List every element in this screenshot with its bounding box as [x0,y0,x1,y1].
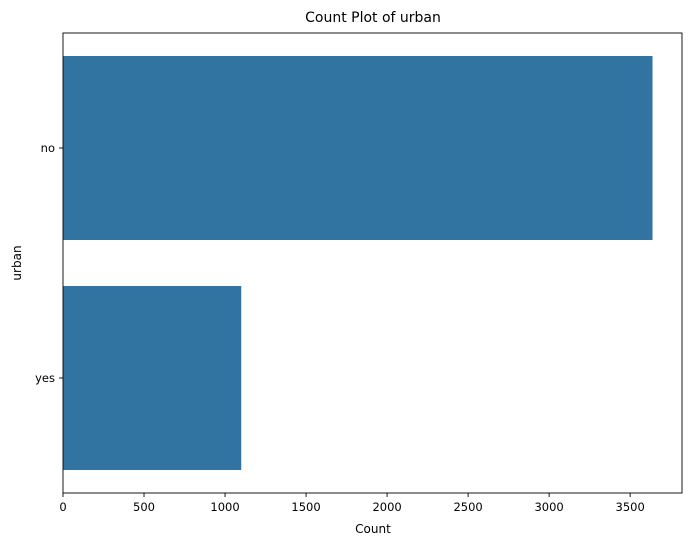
bar-yes [63,286,242,470]
y-ticks-group: no yes [35,141,63,385]
x-tick-label-3500: 3500 [616,500,645,514]
y-tick-label-yes: yes [35,371,55,385]
x-tick-label-1500: 1500 [291,500,320,514]
bars-group [63,56,653,470]
x-ticks-group: 0 500 1000 1500 2000 2500 3000 3500 [59,493,645,514]
x-tick-label-0: 0 [59,500,66,514]
x-tick-label-2500: 2500 [453,500,482,514]
x-tick-label-500: 500 [133,500,155,514]
x-tick-label-2000: 2000 [372,500,401,514]
x-tick-label-1000: 1000 [210,500,239,514]
chart-title: Count Plot of urban [305,10,441,26]
y-axis-label: urban [10,245,24,280]
bar-no [63,56,653,240]
x-axis-label: Count [355,522,391,536]
plot-frame [62,32,683,494]
y-tick-label-no: no [41,141,55,155]
x-tick-label-3000: 3000 [534,500,563,514]
